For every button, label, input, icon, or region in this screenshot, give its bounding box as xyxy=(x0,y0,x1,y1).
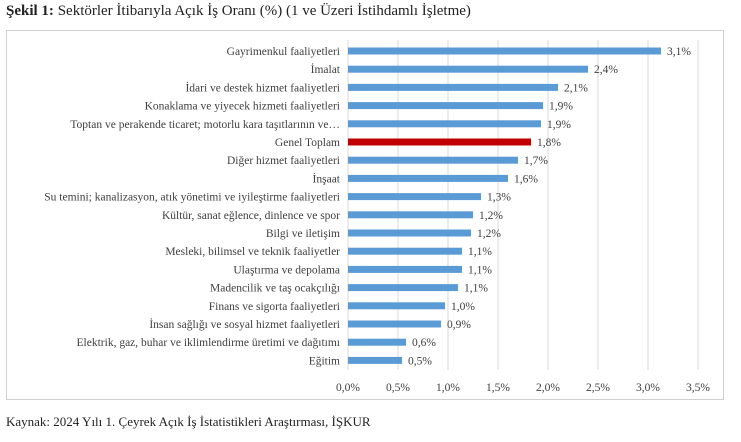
category-label: Ulaştırma ve depolama xyxy=(233,264,340,276)
bar xyxy=(348,229,471,237)
category-label: İnşaat xyxy=(313,171,341,185)
x-tick-label: 2,0% xyxy=(536,382,560,394)
data-label: 1,6% xyxy=(514,173,538,185)
bar xyxy=(348,120,541,128)
category-label: Genel Toplam xyxy=(275,137,340,149)
source-note: Kaynak: 2024 Yılı 1. Çeyrek Açık İş İsta… xyxy=(6,414,371,429)
data-label: 1,0% xyxy=(451,301,475,313)
category-label: Finans ve sigorta faaliyetleri xyxy=(209,301,340,313)
x-tick-label: 3,5% xyxy=(686,382,710,394)
figure-title: Şekil 1: Sektörler İtibarıyla Açık İş Or… xyxy=(6,3,471,20)
bar xyxy=(348,156,518,164)
x-tick-label: 1,0% xyxy=(436,382,460,394)
data-label: 0,9% xyxy=(447,319,471,331)
bar xyxy=(348,47,661,55)
data-label: 1,9% xyxy=(549,101,573,113)
chart-frame xyxy=(6,30,724,400)
x-tick-label: 0,5% xyxy=(386,382,410,394)
category-label: Toptan ve perakende ticaret; motorlu kar… xyxy=(70,119,340,131)
category-label: Konaklama ve yiyecek hizmeti faaliyetler… xyxy=(145,101,340,113)
figure-title-text: Sektörler İtibarıyla Açık İş Oranı (%) (… xyxy=(53,3,471,19)
category-label: Gayrimenkul faaliyetleri xyxy=(227,46,340,58)
data-label: 3,1% xyxy=(667,46,691,58)
bar xyxy=(348,265,462,273)
bar xyxy=(348,65,588,73)
data-label: 2,4% xyxy=(594,64,618,76)
data-label: 0,5% xyxy=(408,355,432,367)
data-label: 1,9% xyxy=(547,119,571,131)
bar xyxy=(348,247,462,255)
x-tick-label: 3,0% xyxy=(636,382,660,394)
bar xyxy=(348,320,441,328)
bar xyxy=(348,302,445,310)
category-label: Mesleki, bilimsel ve teknik faaliyetler xyxy=(165,246,340,258)
bar xyxy=(348,193,481,201)
bar xyxy=(348,211,473,219)
bar-chart: 0,0% 0,5% 1,0% 1,5% 2,0% 2,5% 3,0% 3,5% Gayrimen… xyxy=(44,40,710,394)
data-label: 1,2% xyxy=(479,210,503,222)
category-label: Elektrik, gaz, buhar ve iklimlendirme ür… xyxy=(77,337,340,349)
data-label: 1,1% xyxy=(468,264,492,276)
category-label: Eğitim xyxy=(309,355,340,367)
category-label: İmalat xyxy=(311,62,341,76)
bar xyxy=(348,284,458,292)
data-label: 1,2% xyxy=(477,228,501,240)
bar xyxy=(348,174,508,182)
bar xyxy=(348,83,558,91)
data-label: 2,1% xyxy=(564,82,588,94)
bar-highlight xyxy=(348,138,531,146)
category-label: Bilgi ve iletişim xyxy=(266,228,340,240)
category-label: Diğer hizmet faaliyetleri xyxy=(227,155,340,167)
data-label: 1,3% xyxy=(487,192,511,204)
data-label: 1,7% xyxy=(524,155,548,167)
bar xyxy=(348,356,402,364)
category-label: İnsan sağlığı ve sosyal hizmet faaliyetl… xyxy=(149,317,340,331)
x-tick-label: 1,5% xyxy=(486,382,510,394)
bar xyxy=(348,102,543,110)
data-label: 1,8% xyxy=(537,137,561,149)
figure-number: Şekil 1: xyxy=(6,3,54,19)
x-tick-label: 0,0% xyxy=(336,382,360,394)
category-label: Kültür, sanat eğlence, dinlence ve spor xyxy=(162,210,340,222)
data-label: 1,1% xyxy=(464,283,488,295)
bar xyxy=(348,338,406,346)
category-label: Madencilik ve taş ocakçılığı xyxy=(210,283,340,295)
category-label: Su temini; kanalizasyon, atık yönetimi v… xyxy=(44,192,340,204)
data-label: 1,1% xyxy=(468,246,492,258)
data-label: 0,6% xyxy=(412,337,436,349)
x-tick-label: 2,5% xyxy=(586,382,610,394)
category-label: İdari ve destek hizmet faaliyetleri xyxy=(185,80,340,94)
